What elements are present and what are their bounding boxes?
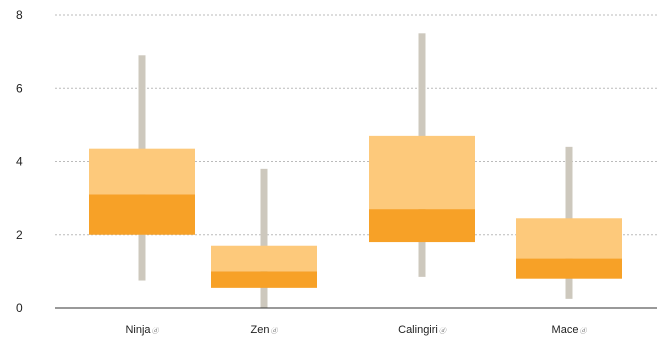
box-lower-half: [369, 209, 475, 243]
box-lower-half: [211, 271, 317, 288]
box-upper-half: [516, 218, 622, 259]
category-name: Zen: [251, 324, 270, 336]
box-lower-half: [89, 194, 195, 235]
box-group-ninja: [89, 55, 195, 281]
y-tick-label: 0: [16, 301, 23, 315]
y-axis-ticks: 0 2 4 6 8: [16, 8, 23, 315]
x-tick-label: Maceⓓ: [552, 324, 588, 336]
x-tick-label: Calingiriⓓ: [398, 324, 447, 336]
y-tick-label: 8: [16, 8, 23, 22]
category-name: Ninja: [125, 324, 151, 336]
category-name: Mace: [552, 324, 579, 336]
x-tick-label: Zenⓓ: [251, 324, 279, 336]
y-tick-label: 4: [16, 155, 23, 169]
category-name: Calingiri: [398, 324, 438, 336]
info-marker-icon: ⓓ: [579, 327, 587, 335]
box-upper-half: [369, 135, 475, 210]
box-lower-half: [516, 258, 622, 279]
y-tick-label: 6: [16, 81, 23, 95]
box-group-zen: [211, 168, 317, 308]
y-tick-label: 2: [16, 228, 23, 242]
boxes: [89, 33, 622, 308]
x-axis-labels: Ninjaⓓ Zenⓓ Calingiriⓓ Maceⓓ: [125, 324, 587, 336]
info-marker-icon: ⓓ: [152, 327, 160, 335]
info-marker-icon: ⓓ: [439, 327, 447, 335]
box-group-mace: [516, 146, 622, 299]
info-marker-icon: ⓓ: [270, 327, 278, 335]
box-upper-half: [211, 245, 317, 272]
box-upper-half: [89, 148, 195, 195]
whisker: [260, 168, 268, 308]
x-tick-label: Ninjaⓓ: [125, 324, 159, 336]
box-group-calingiri: [369, 33, 475, 277]
